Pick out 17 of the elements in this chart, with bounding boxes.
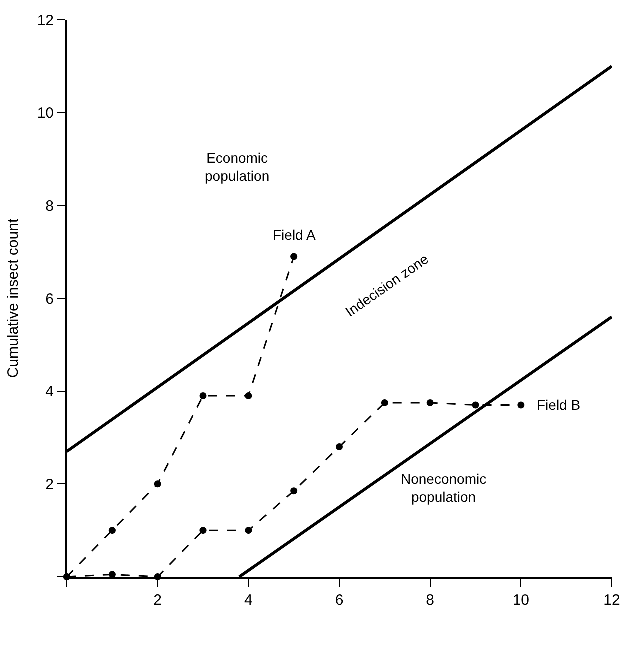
y-tick-label: 4 xyxy=(46,384,54,401)
y-tick-label: 12 xyxy=(37,12,54,30)
x-tick-label: 12 xyxy=(604,592,620,609)
y-tick-label: 2 xyxy=(46,476,54,494)
y-axis-title: Cumulative insect count xyxy=(5,218,22,378)
x-tick-label: 8 xyxy=(426,592,434,609)
annotation: Economic population xyxy=(205,150,270,184)
x-tick-label: 2 xyxy=(154,592,162,609)
y-tick-label: 10 xyxy=(37,105,54,122)
y-tick-label: 8 xyxy=(46,198,54,215)
x-tick-label: 4 xyxy=(244,592,253,609)
annotation: Noneconomic population xyxy=(401,471,487,506)
series-label: Field B xyxy=(537,397,581,413)
x-tick-label: 10 xyxy=(512,592,530,609)
series-label: Field A xyxy=(273,227,316,243)
y-tick-label: 6 xyxy=(46,290,54,308)
x-tick-label: 6 xyxy=(335,592,344,609)
